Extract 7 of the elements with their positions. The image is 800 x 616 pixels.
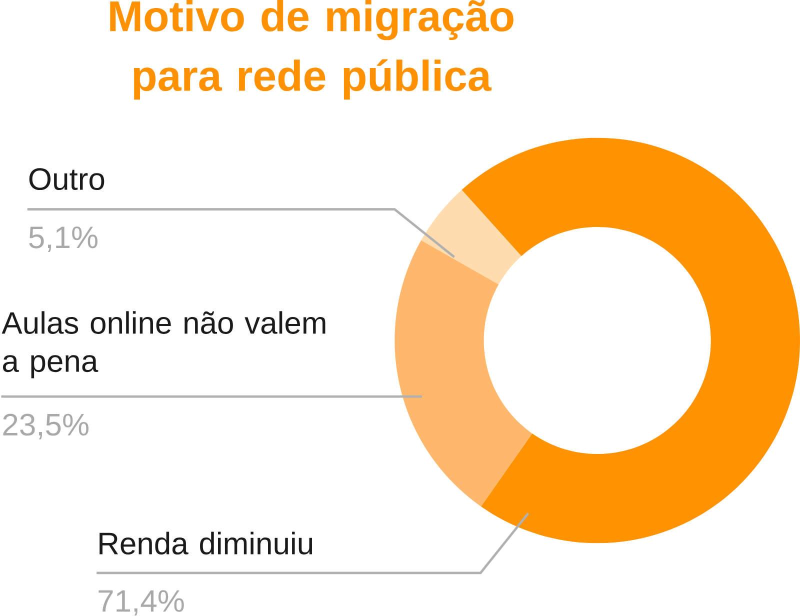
chart-title: Motivo de migração para rede pública bbox=[110, 0, 514, 100]
data-label: 71,4% bbox=[98, 590, 184, 616]
slice-label: Outro bbox=[29, 168, 104, 190]
data-label: 5,1% bbox=[29, 226, 98, 252]
slice-label: Renda diminuiu bbox=[100, 532, 312, 555]
data-label: 23,5% bbox=[3, 414, 88, 440]
slice-label: Aulas online não valem a pena bbox=[2, 311, 326, 378]
